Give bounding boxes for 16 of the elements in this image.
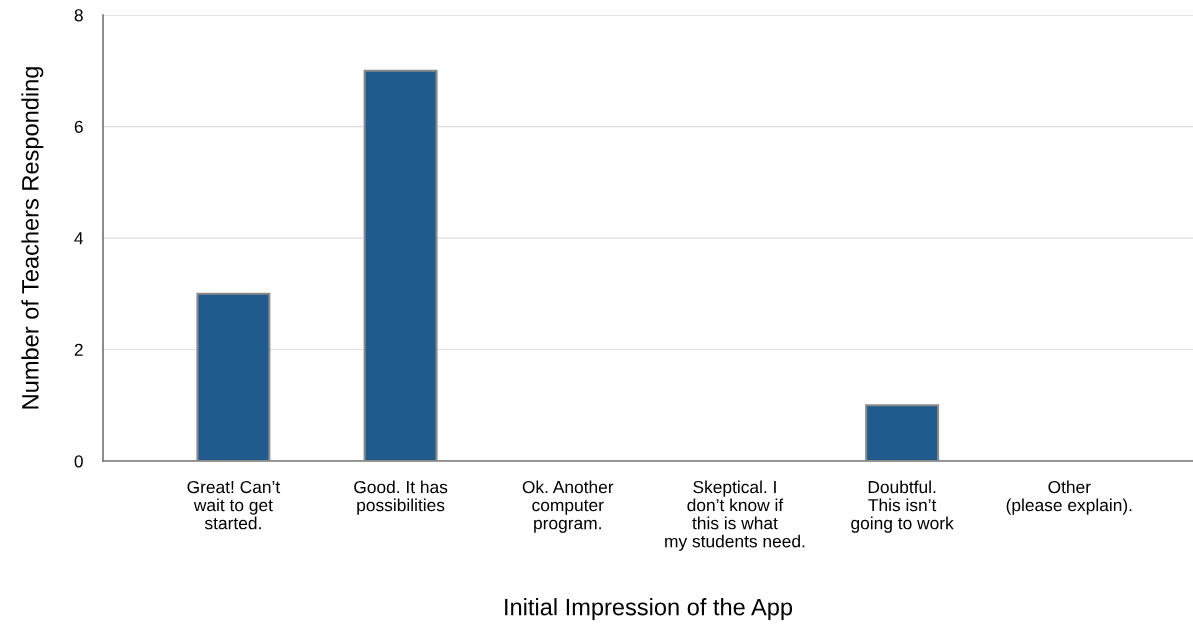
x-tick-label: Skeptical. I don’t know if this is what my students need. [665,480,805,551]
y-tick-label: 4 [74,232,84,245]
y-axis-title: Number of Teachers Responding [21,67,44,409]
x-axis-title: Initial Impression of the App [505,598,793,621]
y-tick-label: 6 [74,120,83,133]
x-tick-label: Good. It has possibilities [354,480,448,515]
bar [865,404,940,461]
y-tick-label: 0 [74,455,83,468]
bar [196,292,271,461]
y-tick-label: 8 [74,9,83,22]
y-tick-label: 2 [74,343,83,356]
x-tick-label: Ok. Another computer program. [522,480,614,533]
x-tick-label: Great! Can’t wait to get started. [187,480,281,530]
bar [363,69,438,461]
x-tick-label: Other (please explain). [1006,480,1132,515]
x-tick-label: Doubtful. This isn’t going to work [851,480,954,533]
